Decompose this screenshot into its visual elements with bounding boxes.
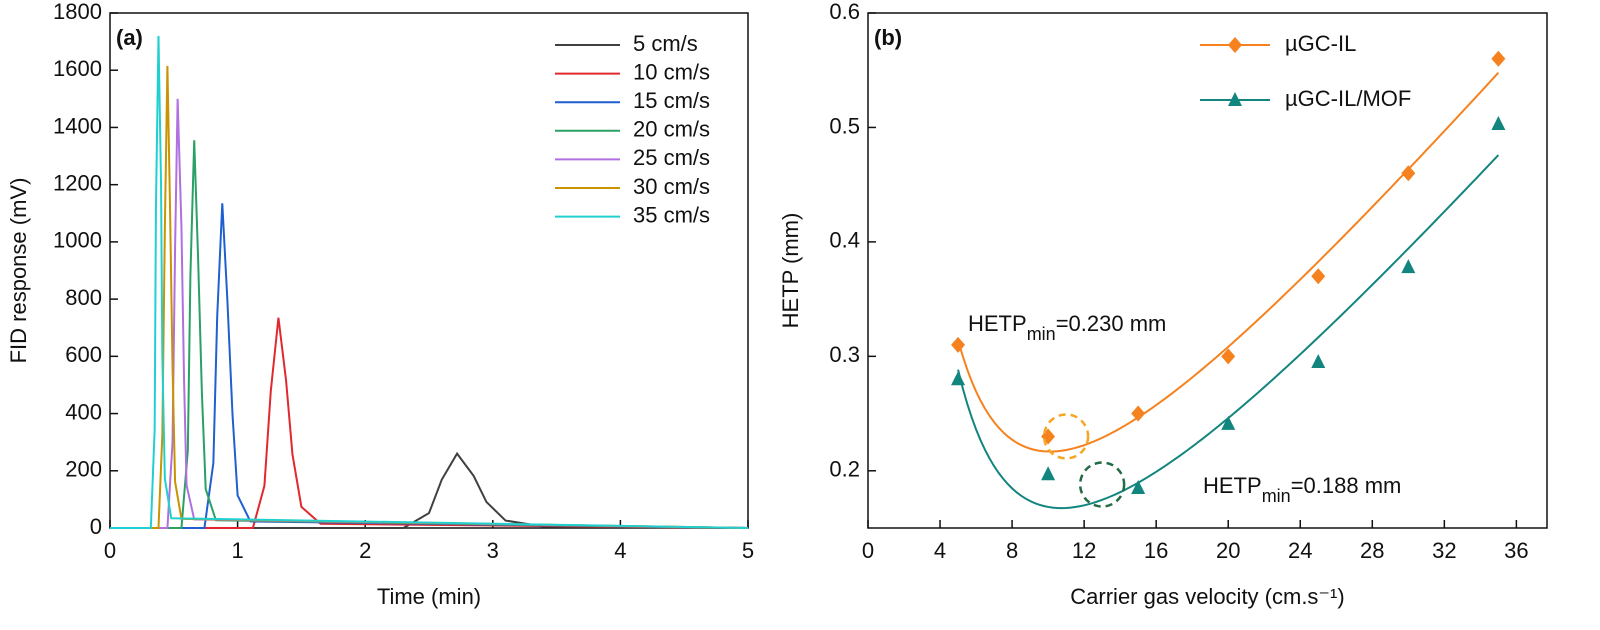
fit-curve [957,72,1500,453]
x-tick-label: 0 [104,538,116,563]
panel-label: (b) [874,25,902,50]
x-tick-label: 4 [934,538,946,563]
y-tick-label: 0.3 [829,342,860,367]
annotation-sub: min [1262,486,1291,506]
x-tick-label: 8 [1006,538,1018,563]
y-tick-label: 0.5 [829,113,860,138]
x-tick-label: 2 [359,538,371,563]
y-tick-label: 200 [65,457,102,482]
x-tick-label: 28 [1360,538,1384,563]
legend-label: µGC-IL [1285,31,1356,56]
panel-label: (a) [116,25,143,50]
marker [1311,354,1326,369]
x-tick-label: 1 [231,538,243,563]
x-tick-label: 36 [1504,538,1528,563]
y-axis-label: HETP (mm) [778,213,803,329]
data-line [110,317,749,529]
marker [1131,479,1146,494]
legend-label: 5 cm/s [633,31,698,56]
y-tick-label: 0.4 [829,228,860,253]
marker [1131,405,1146,422]
legend-label: 15 cm/s [633,88,710,113]
marker [1401,259,1416,274]
x-tick-label: 24 [1288,538,1312,563]
y-tick-label: 1400 [53,113,102,138]
y-tick-label: 1200 [53,170,102,195]
annotation-rest: =0.230 mm [1056,311,1167,336]
highlight-circle [1042,413,1090,460]
marker [1221,348,1236,365]
marker [1228,92,1242,106]
plot-frame [867,12,1548,529]
marker [1041,466,1056,481]
x-tick-label: 12 [1072,538,1096,563]
data-line [110,65,749,529]
highlight-circle [1078,461,1126,508]
y-tick-label: 600 [65,342,102,367]
marker [1311,268,1326,285]
x-tick-label: 4 [614,538,626,563]
x-tick-label: 32 [1432,538,1456,563]
marker [1491,116,1506,131]
plot-frame [109,12,749,529]
y-tick-label: 0 [90,514,102,539]
y-tick-label: 1600 [53,56,102,81]
annotation: HETPmin=0.230 mm [968,311,1166,344]
data-line [110,35,749,529]
legend-label: 25 cm/s [633,145,710,170]
legend-label: 20 cm/s [633,117,710,142]
marker [1041,428,1056,445]
annotation-sub: min [1027,324,1056,344]
x-tick-label: 20 [1216,538,1240,563]
data-line [110,98,749,529]
y-tick-label: 1000 [53,228,102,253]
annotation-text: HETP [968,311,1027,336]
marker [1228,37,1242,53]
y-tick-label: 400 [65,399,102,424]
legend-label: 35 cm/s [633,202,710,227]
x-tick-label: 5 [742,538,754,563]
x-axis-label: Time (min) [377,584,481,609]
annotation: HETPmin=0.188 mm [1203,473,1401,506]
legend-label: µGC-IL/MOF [1285,86,1411,111]
y-tick-label: 0.2 [829,457,860,482]
marker [1401,165,1416,182]
legend-label: 10 cm/s [633,59,710,84]
marker [951,371,966,386]
legend-label: 30 cm/s [633,174,710,199]
data-line [110,203,749,529]
y-tick-label: 1800 [53,0,102,24]
x-tick-label: 0 [862,538,874,563]
y-tick-label: 800 [65,285,102,310]
annotation-rest: =0.188 mm [1291,473,1402,498]
marker [1221,415,1236,430]
marker [951,336,966,353]
y-tick-label: 0.6 [829,0,860,24]
x-tick-label: 3 [487,538,499,563]
x-axis-label: Carrier gas velocity (cm.s⁻¹) [1070,584,1344,609]
y-axis-label: FID response (mV) [6,178,31,364]
data-line [110,140,749,529]
x-tick-label: 16 [1144,538,1168,563]
annotation-text: HETP [1203,473,1262,498]
marker [1491,50,1506,67]
